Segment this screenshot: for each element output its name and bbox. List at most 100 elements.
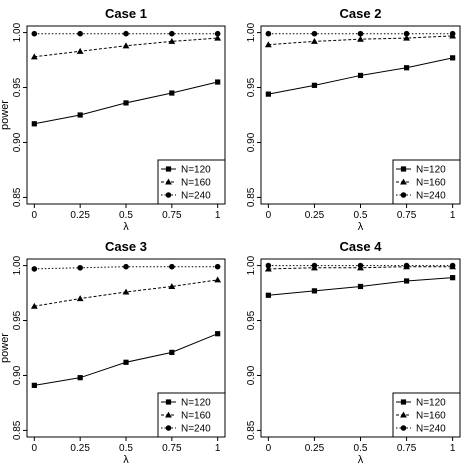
x-tick-label: 0.75 [162,443,182,454]
x-tick-label: 0.5 [119,443,133,454]
series-3 [265,262,456,269]
data-point [31,30,38,37]
data-point [122,42,130,49]
data-point [357,72,364,79]
data-point [265,262,272,269]
data-point [214,263,221,270]
x-tick-label: 0 [32,210,38,221]
legend-label: N=240 [181,424,211,435]
legend-label: N=120 [181,165,211,176]
data-point [31,121,37,127]
legend-marker [400,192,407,198]
data-point [264,41,272,48]
data-point [215,79,221,85]
data-point [357,262,364,269]
y-tick-label: 0.85 [246,187,257,207]
data-point [403,30,410,37]
legend-marker [165,166,172,172]
data-point [77,264,83,271]
data-point [123,263,129,270]
legend-label: N=120 [181,398,211,409]
data-point [76,47,84,54]
x-axis-label: λ [358,221,364,233]
data-point [214,30,221,37]
legend-label: N=120 [416,165,446,176]
data-point [168,283,176,290]
legend-marker [165,411,172,418]
legend-label: N=160 [181,178,211,189]
legend-marker [165,425,172,431]
legend: N=120 N=160 N=240 [392,159,461,205]
chart-panel-4: Case 4 0 0.25 0.5 0.75 1 λ 0.85 0.90 0.95 1.00 N=12… [246,239,461,466]
data-point [265,91,271,97]
x-tick-label: 0.5 [354,443,368,454]
legend-marker [400,178,407,185]
legend-marker [165,399,172,405]
legend: N=120 N=160 N=240 [157,159,226,205]
y-tick-label: 0.95 [12,310,23,330]
chart-title: Case 1 [105,6,147,21]
legend-label: N=160 [181,411,211,422]
x-tick-label: 0.75 [397,210,417,221]
data-point [357,283,364,290]
y-tick-label: 1.00 [12,22,23,42]
data-point [265,30,272,37]
data-point [169,30,175,37]
data-point [450,55,456,61]
legend-marker [400,399,407,405]
series-1 [31,331,221,388]
data-point [77,30,83,37]
data-point [169,90,175,96]
legend-label: N=240 [181,191,211,202]
legend-marker [165,192,172,198]
data-point [31,382,37,388]
data-point [449,262,456,269]
y-tick-label: 0.90 [246,132,257,152]
data-point [357,30,364,37]
data-point [264,265,272,272]
legend-marker [400,411,407,418]
x-axis-label: λ [358,454,364,466]
legend-marker [165,178,172,185]
data-point [123,359,129,365]
data-point [311,82,318,88]
data-point [403,262,410,269]
x-tick-label: 1 [215,210,221,221]
data-point [77,112,83,118]
data-point [215,331,221,337]
chart-panel-2: Case 2 0 0.25 0.5 0.75 1 λ 0.85 0.90 0.95 1.00 N=12… [246,6,461,233]
chart-title: Case 3 [105,239,147,254]
y-axis-label: power [0,100,11,130]
x-tick-label: 0.5 [354,210,368,221]
series-1 [265,55,456,97]
x-tick-label: 0.5 [119,210,133,221]
data-point [311,30,318,37]
x-tick-label: 0 [266,210,272,221]
data-point [76,295,84,302]
legend-label: N=240 [416,424,446,435]
x-axis-label: λ [123,454,129,466]
x-tick-label: 1 [450,210,456,221]
y-tick-label: 1.00 [246,255,257,275]
series-1 [265,275,456,298]
x-tick-label: 0.25 [305,210,325,221]
legend-label: N=160 [416,178,446,189]
data-point [122,288,130,295]
y-tick-label: 0.95 [246,310,257,330]
y-tick-label: 0.85 [246,420,257,440]
x-tick-label: 1 [215,443,221,454]
x-tick-label: 0.75 [162,210,182,221]
y-axis-label: power [0,333,11,363]
data-point [403,65,410,71]
series-3 [265,30,456,37]
y-tick-label: 0.85 [12,420,23,440]
data-point [30,302,38,309]
series-3 [31,263,221,272]
data-point [311,288,318,294]
series-line [34,333,218,386]
data-point [169,263,175,270]
x-tick-label: 0.75 [397,443,417,454]
chart-panel-1: Case 1 0 0.25 0.5 0.75 1 λ 0.85 0.90 0.95 1.00 powe… [0,6,226,233]
y-tick-label: 0.90 [246,365,257,385]
